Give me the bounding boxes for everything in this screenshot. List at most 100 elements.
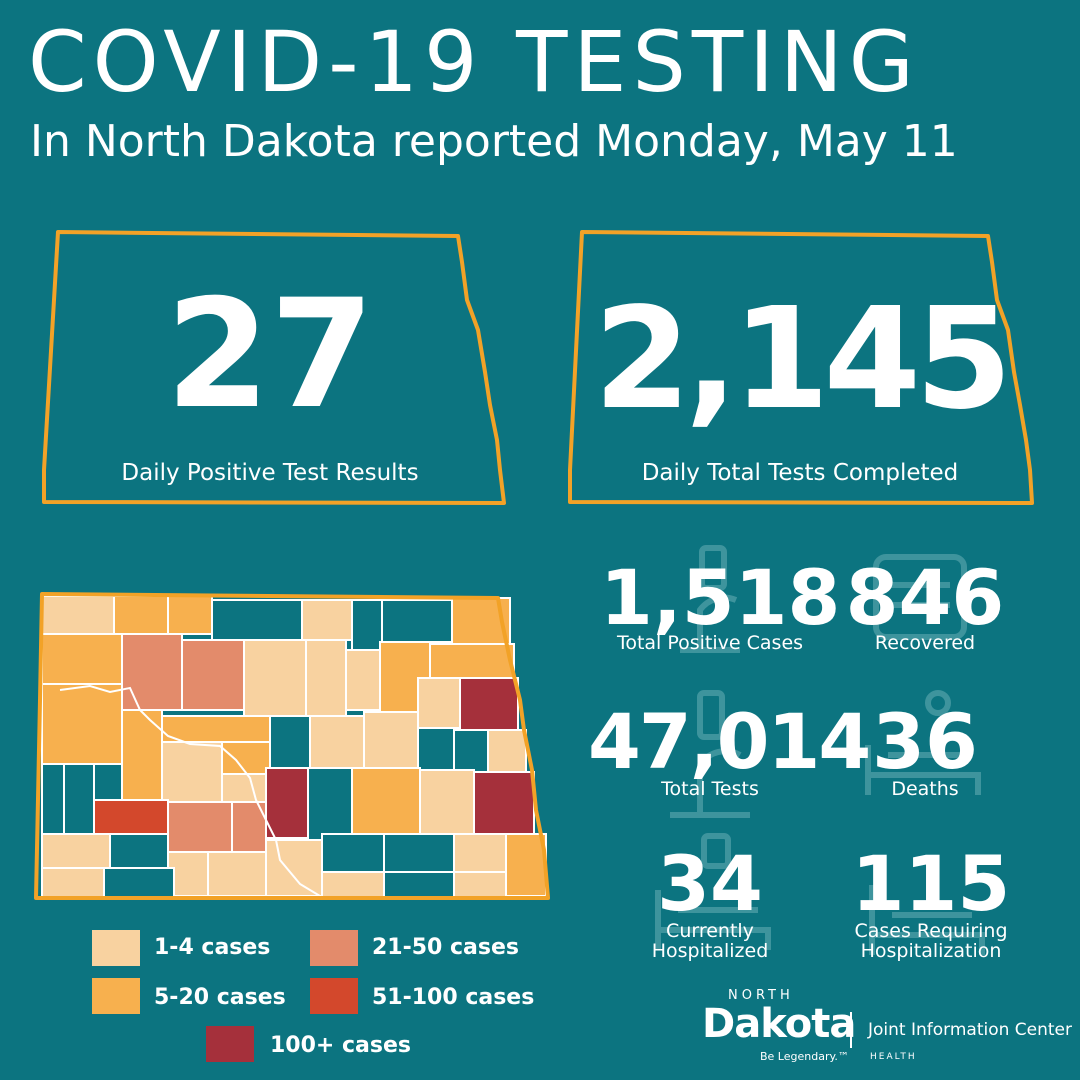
legend-label-5-20: 5-20 cases	[154, 985, 286, 1010]
scroll-icon	[873, 554, 967, 640]
state-outline	[34, 592, 550, 900]
deaths-value: 36	[872, 697, 978, 786]
county	[167, 801, 233, 853]
county	[459, 677, 519, 731]
county	[109, 833, 169, 869]
river-line	[59, 684, 321, 897]
currently-hospitalized-value: 34	[657, 839, 763, 928]
daily-total-value: 2,145	[593, 278, 1013, 441]
county	[181, 639, 245, 711]
currently-hospitalized-label-line2: Hospitalized	[651, 939, 769, 962]
legend-swatch-21-50	[310, 930, 358, 966]
county	[309, 715, 365, 769]
county	[453, 833, 507, 873]
county	[265, 839, 323, 897]
county	[103, 867, 175, 899]
county	[321, 871, 385, 899]
county	[161, 715, 271, 743]
hospital-bed-icon	[869, 885, 985, 955]
county	[307, 767, 353, 841]
county	[305, 639, 347, 717]
county	[381, 599, 453, 643]
county	[417, 727, 455, 771]
daily-total-label: Daily Total Tests Completed	[641, 460, 959, 486]
county	[269, 715, 311, 769]
county	[161, 741, 223, 803]
county-cells	[41, 595, 547, 899]
county	[487, 729, 527, 773]
page-subtitle: In North Dakota reported Monday, May 11	[30, 116, 958, 167]
county	[453, 729, 489, 773]
county	[167, 595, 213, 635]
county	[211, 599, 303, 641]
daily-positive-label: Daily Positive Test Results	[121, 460, 419, 486]
card-positive-outline	[42, 230, 506, 505]
county	[41, 595, 115, 635]
county	[301, 599, 353, 641]
requiring-hospitalization-label: Cases Requiring Hospitalization	[836, 920, 1026, 962]
page-title: COVID-19 TESTING	[28, 13, 920, 111]
logo-jic: Joint Information Center	[868, 1020, 1073, 1040]
currently-hospitalized-label: Currently Hospitalized	[620, 920, 800, 962]
total-tests-value: 47,014	[588, 697, 871, 786]
card-total-outline	[568, 230, 1034, 505]
legend-label-51-100: 51-100 cases	[372, 985, 535, 1010]
county	[41, 833, 111, 869]
logo-dakota: Dakota	[702, 1001, 856, 1047]
total-positive-label: Total Positive Cases	[616, 632, 804, 654]
county	[221, 773, 271, 803]
county	[265, 767, 309, 839]
county	[121, 709, 163, 801]
currently-hospitalized-label-line1: Currently	[666, 920, 754, 942]
county	[351, 599, 383, 651]
requiring-hospitalization-value: 115	[851, 839, 1011, 928]
deaths-label: Deaths	[891, 778, 959, 800]
hospital-bed-icon	[865, 690, 981, 795]
county	[41, 763, 65, 835]
county	[207, 851, 267, 897]
county	[63, 763, 95, 835]
legend-label-21-50: 21-50 cases	[372, 935, 520, 960]
county	[351, 767, 421, 835]
county	[417, 677, 461, 729]
microscope-icon	[680, 545, 740, 653]
county	[429, 643, 515, 679]
county	[505, 833, 547, 897]
total-positive-value: 1,518	[600, 553, 841, 642]
county	[41, 683, 123, 765]
legend-swatch-1-4	[92, 930, 140, 966]
legend-swatch-100-plus	[206, 1026, 254, 1062]
county	[41, 867, 105, 899]
county	[383, 871, 455, 899]
recovered-label: Recovered	[874, 632, 976, 654]
county	[419, 769, 475, 835]
logo-divider	[850, 1012, 852, 1048]
county	[93, 799, 169, 835]
requiring-hospitalization-label-line2: Hospitalization	[860, 939, 1002, 962]
microscope-icon	[670, 690, 750, 818]
logo-north: NORTH	[728, 988, 794, 1003]
county	[363, 711, 419, 769]
legend-swatch-51-100	[310, 978, 358, 1014]
county	[321, 833, 385, 873]
hospital-bed-icon	[655, 833, 771, 950]
county	[383, 833, 455, 873]
county	[221, 741, 271, 775]
legend-swatch-5-20	[92, 978, 140, 1014]
county	[113, 595, 169, 635]
logo-tagline: Be Legendary.™	[760, 1050, 849, 1063]
total-tests-label: Total Tests	[661, 778, 759, 800]
requiring-hospitalization-label-line1: Cases Requiring	[854, 920, 1008, 942]
county	[243, 639, 307, 717]
county	[345, 649, 381, 711]
county	[41, 633, 123, 685]
county	[473, 771, 535, 835]
daily-positive-value: 27	[165, 268, 375, 442]
county	[453, 871, 507, 899]
legend-label-100-plus: 100+ cases	[270, 1033, 412, 1058]
legend-label-1-4: 1-4 cases	[154, 935, 271, 960]
logo-health: HEALTH	[870, 1052, 917, 1062]
recovered-value: 846	[845, 553, 1005, 642]
